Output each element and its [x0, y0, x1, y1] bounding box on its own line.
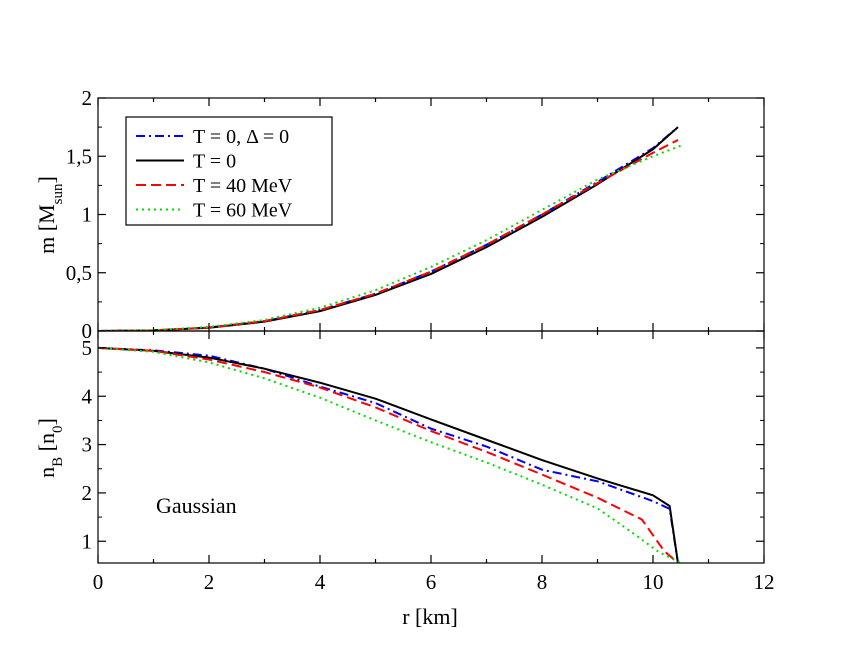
y-tick-label: 1,5 — [66, 144, 92, 168]
x-tick-label: 12 — [754, 570, 775, 594]
top-ylabel-sub: sun — [50, 183, 66, 204]
x-tick-label: 2 — [204, 570, 215, 594]
x-tick-label: 4 — [315, 570, 326, 594]
legend-label-T0: T = 0 — [193, 151, 236, 173]
series-line-T40-bottom — [98, 346, 679, 563]
series-line-T0_D0-bottom — [98, 346, 679, 563]
bottom-ylabel: nB [n0] — [34, 418, 66, 478]
bottom-ylabel-sub: B — [50, 457, 66, 467]
y-tick-label: 0 — [82, 319, 93, 343]
x-axis-label: r [km] — [402, 604, 458, 629]
y-tick-label: 4 — [82, 384, 93, 408]
y-tick-label: 5 — [82, 336, 93, 360]
y-tick-label: 0,5 — [66, 261, 92, 285]
series-line-T60-bottom — [98, 346, 682, 563]
y-tick-label: 1 — [82, 529, 93, 553]
series-line-T60-top — [98, 144, 682, 331]
x-tick-label: 10 — [643, 570, 664, 594]
legend-label-T40: T = 40 MeV — [193, 175, 293, 197]
plot-frame — [97, 330, 765, 564]
y-tick-label: 1 — [82, 203, 93, 227]
gaussian-annotation: Gaussian — [156, 493, 237, 518]
x-tick-label: 0 — [93, 570, 104, 594]
y-tick-label: 2 — [82, 481, 93, 505]
legend-label-T0_D0: T = 0, Δ = 0 — [193, 126, 289, 148]
y-tick-label: 2 — [82, 86, 93, 110]
bottom-ylabel-sub2: 0 — [50, 425, 66, 433]
series-line-T0-bottom — [98, 346, 679, 563]
series-line-T40-top — [98, 139, 679, 331]
top-ylabel: m [Msun] — [34, 176, 66, 254]
legend-label-T60: T = 60 MeV — [193, 200, 293, 222]
y-tick-label: 3 — [82, 433, 93, 457]
x-tick-label: 6 — [426, 570, 437, 594]
legend: T = 0, Δ = 0 T = 0T = 40 MeV T = 60 MeV — [125, 116, 333, 226]
x-tick-label: 8 — [537, 570, 548, 594]
